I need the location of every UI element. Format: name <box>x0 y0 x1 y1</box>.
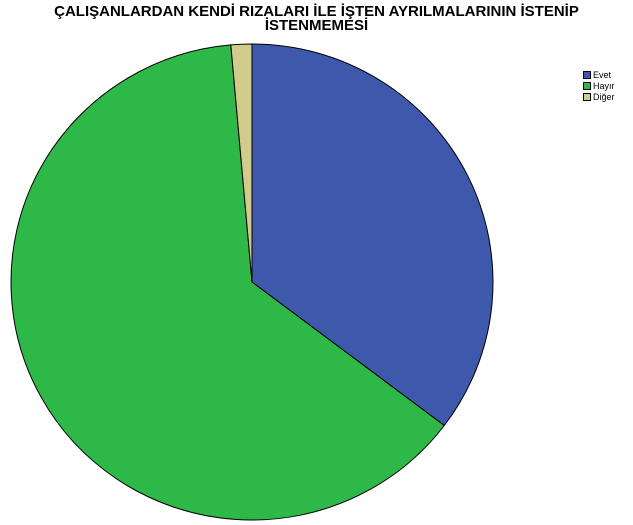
legend-swatch-hayir <box>583 81 591 90</box>
chart-title-line-1: ÇALIŞANLARDAN KENDİ RIZALARI İLE İŞTEN A… <box>54 3 579 20</box>
pie-slice-evet <box>251 43 494 427</box>
pie-slice-diger <box>230 43 253 283</box>
chart-legend: Evet Hayır Diğer <box>583 69 633 102</box>
chart-title-line-2: İSTENMEMESİ <box>264 17 369 34</box>
legend-swatch-diger <box>583 92 591 101</box>
legend-label-evet: Evet <box>593 69 612 80</box>
pie-slices <box>10 43 494 521</box>
legend-label-diger: Diğer <box>593 91 615 102</box>
pie-slice-hayr <box>10 44 445 521</box>
legend-swatch-evet <box>583 70 591 79</box>
legend-item-diger: Diğer <box>583 91 633 102</box>
legend-label-hayir: Hayır <box>593 80 615 91</box>
legend-item-hayir: Hayır <box>583 80 633 91</box>
legend-item-evet: Evet <box>583 69 633 80</box>
chart-title: ÇALIŞANLARDAN KENDİ RIZALARI İLE İŞTEN A… <box>0 3 633 34</box>
